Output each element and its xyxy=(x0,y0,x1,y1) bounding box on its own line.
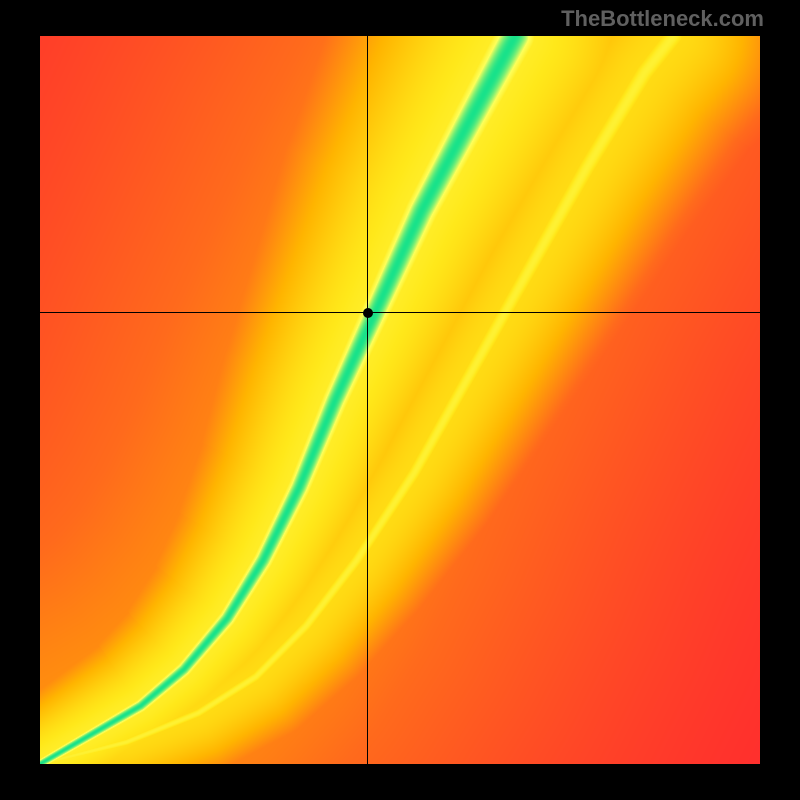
chart-frame: TheBottleneck.com xyxy=(0,0,800,800)
plot-area xyxy=(40,36,760,764)
crosshair-marker xyxy=(363,308,373,318)
watermark-text: TheBottleneck.com xyxy=(561,6,764,32)
heatmap-canvas xyxy=(40,36,760,764)
crosshair-vertical xyxy=(367,36,368,764)
crosshair-horizontal xyxy=(40,312,760,313)
